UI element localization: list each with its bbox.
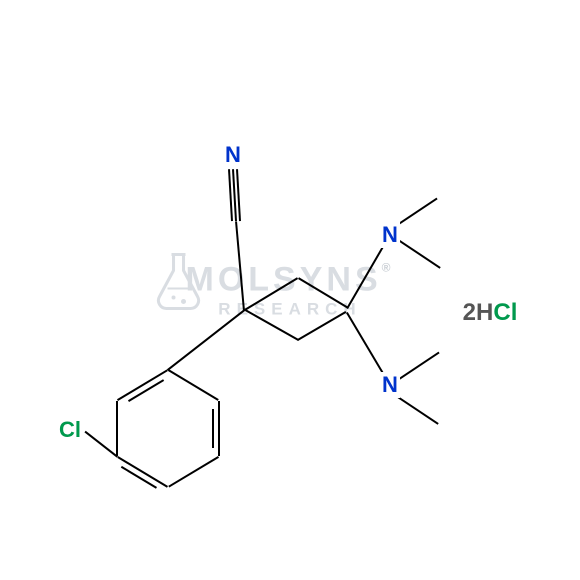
registered-mark: ® <box>382 261 395 275</box>
flask-icon <box>144 245 214 315</box>
bond-line <box>116 401 118 456</box>
bond-line <box>395 197 438 227</box>
bond-line <box>297 311 346 341</box>
bond-line <box>85 431 118 458</box>
watermark-subtitle: RESEARCH <box>186 300 395 320</box>
atom-N1: N <box>380 222 400 248</box>
atom-Cl: Cl <box>57 417 83 443</box>
bond-line <box>117 456 168 488</box>
bond-line <box>168 456 219 488</box>
watermark: MOLSYNS®RESEARCH <box>186 261 395 320</box>
bond-line <box>235 221 245 311</box>
bond-line <box>117 369 168 401</box>
bond-line <box>346 312 386 377</box>
atom-N_cy: N <box>223 142 243 168</box>
bond-line <box>236 169 241 221</box>
bond-line <box>245 309 299 341</box>
bond-line <box>398 239 441 269</box>
atom-N2: N <box>380 372 400 398</box>
bond-line <box>218 401 220 456</box>
bond-line <box>212 409 214 448</box>
bond-line <box>168 369 219 401</box>
bond-line <box>396 395 439 425</box>
bond-line <box>298 277 349 309</box>
chemical-structure-canvas: MOLSYNS®RESEARCHClNNN2HCl <box>0 0 580 580</box>
bond-line <box>244 277 298 311</box>
bond-line <box>346 246 384 309</box>
salt-label: 2HCl <box>463 299 518 327</box>
bond-line <box>167 309 245 371</box>
bond-line <box>397 351 440 381</box>
